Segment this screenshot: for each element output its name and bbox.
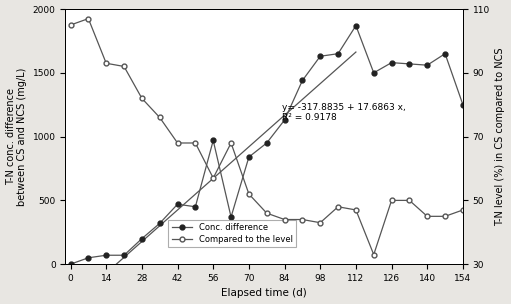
Conc. difference xyxy=(157,222,163,225)
Compared to the level xyxy=(317,221,323,225)
Compared to the level xyxy=(370,253,377,257)
Legend: Conc. difference, Compared to the level: Conc. difference, Compared to the level xyxy=(168,220,296,247)
Conc. difference xyxy=(139,237,145,240)
Compared to the level xyxy=(228,141,234,145)
Compared to the level xyxy=(353,208,359,212)
Conc. difference xyxy=(406,62,412,66)
Conc. difference xyxy=(264,141,270,145)
Compared to the level xyxy=(121,65,127,68)
Conc. difference xyxy=(103,254,109,257)
Compared to the level xyxy=(157,116,163,119)
Compared to the level xyxy=(264,211,270,215)
Compared to the level xyxy=(335,205,341,209)
X-axis label: Elapsed time (d): Elapsed time (d) xyxy=(221,288,307,299)
Compared to the level xyxy=(103,61,109,65)
Compared to the level xyxy=(299,218,306,221)
Y-axis label: T-N conc. difference
between CS and NCS (mg/L): T-N conc. difference between CS and NCS … xyxy=(6,67,27,206)
Conc. difference xyxy=(192,205,198,209)
Conc. difference xyxy=(424,63,430,67)
Compared to the level xyxy=(210,176,216,180)
Conc. difference xyxy=(370,71,377,75)
Conc. difference xyxy=(67,262,74,266)
Text: y= -317.8835 + 17.6863 x,
R² = 0.9178: y= -317.8835 + 17.6863 x, R² = 0.9178 xyxy=(282,103,406,122)
Y-axis label: T-N level (%) in CS compared to NCS: T-N level (%) in CS compared to NCS xyxy=(496,47,505,226)
Conc. difference xyxy=(210,139,216,142)
Compared to the level xyxy=(85,17,91,20)
Compared to the level xyxy=(388,199,394,202)
Conc. difference xyxy=(282,118,288,122)
Compared to the level xyxy=(442,215,448,218)
Conc. difference xyxy=(121,254,127,257)
Compared to the level xyxy=(67,23,74,27)
Compared to the level xyxy=(192,141,198,145)
Line: Conc. difference: Conc. difference xyxy=(68,23,466,267)
Compared to the level xyxy=(174,141,180,145)
Conc. difference xyxy=(317,54,323,58)
Compared to the level xyxy=(424,215,430,218)
Conc. difference xyxy=(388,61,394,64)
Conc. difference xyxy=(174,202,180,206)
Conc. difference xyxy=(246,155,252,159)
Compared to the level xyxy=(460,208,466,212)
Compared to the level xyxy=(282,218,288,221)
Conc. difference xyxy=(85,256,91,260)
Conc. difference xyxy=(299,79,306,82)
Conc. difference xyxy=(228,215,234,219)
Compared to the level xyxy=(406,199,412,202)
Line: Compared to the level: Compared to the level xyxy=(68,16,466,257)
Compared to the level xyxy=(139,97,145,100)
Conc. difference xyxy=(460,103,466,106)
Compared to the level xyxy=(246,192,252,196)
Conc. difference xyxy=(442,52,448,56)
Conc. difference xyxy=(353,24,359,27)
Conc. difference xyxy=(335,52,341,56)
